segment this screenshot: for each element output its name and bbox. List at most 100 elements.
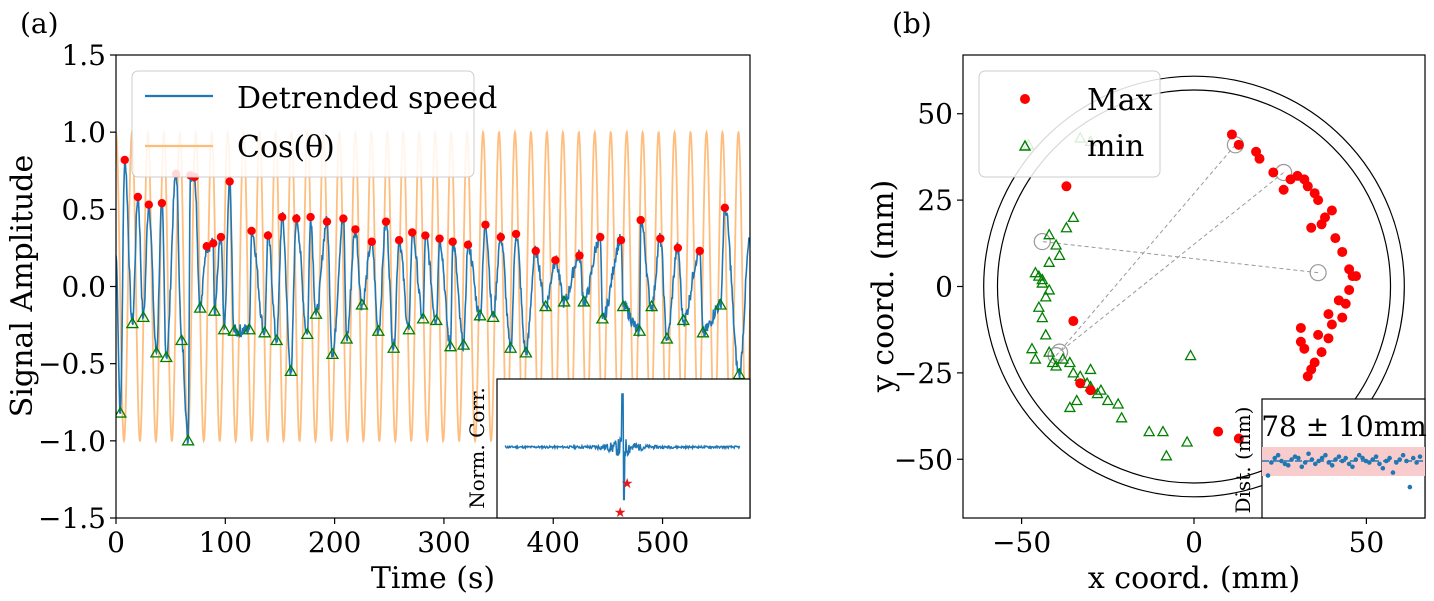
distance-point [1326,460,1332,465]
distance-point [1387,455,1392,461]
panel-a-label: (a) [20,7,59,40]
maximum-point [322,217,332,226]
correlation-star-marker: ★ [614,505,627,521]
max-point [1313,329,1324,340]
maximum-point [636,215,645,225]
distance-point [1383,458,1389,464]
x-tick-label-a: 300 [417,526,470,559]
y-axis-label-a: Signal Amplitude [5,155,40,418]
distance-point [1390,470,1396,475]
x-tick-label-b: 50 [1349,526,1385,559]
maximum-point [277,212,287,222]
y-tick-label-a: 1.5 [61,39,106,72]
max-point [1323,309,1334,320]
min-point [1053,249,1066,261]
legend-label-speed: Detrended speed [237,81,497,116]
maximum-point [247,226,256,236]
x-tick-label-a: 400 [527,526,580,559]
minimum-point [416,312,430,324]
y-tick-label-b: 0 [935,271,953,304]
min-point [1043,228,1056,240]
distance-point [1414,460,1419,465]
min-point [1143,425,1156,437]
max-point [1233,433,1244,444]
maximum-point [225,177,234,186]
min-point [1156,425,1170,437]
y-tick-label-a: −0.5 [38,348,106,381]
minimum-point [284,364,298,377]
maximum-point [496,232,505,242]
max-point [1213,426,1224,437]
pair-highlight-min [1033,232,1051,251]
distance-point [1343,455,1348,461]
max-point [1233,139,1244,150]
distance-point [1377,461,1382,467]
x-tick-label-a: 0 [107,526,125,559]
boundary-circle [983,75,1405,498]
maximum-point [339,214,348,223]
distance-point [1360,455,1365,461]
distance-point [1410,455,1416,461]
distance-point [1407,484,1413,490]
distance-point [1380,465,1386,471]
boundary-circles [983,75,1405,498]
maximum-point [656,234,665,243]
minimum-point [632,324,647,336]
minimum-point [644,299,659,312]
y-tick-label-a: −1.0 [38,425,106,458]
maximum-point [381,217,391,226]
distance-point [1306,451,1311,457]
min-point [1036,276,1049,288]
maximum-point [575,251,584,260]
distance-point [1356,452,1362,458]
min-point [1060,221,1073,233]
minimum-point [136,310,150,323]
minimum-point [227,324,241,336]
pair-highlight-max [1309,264,1327,282]
minimum-point [696,326,710,338]
minimum-point [616,299,630,312]
legend-label-cos: Cos(θ) [237,130,335,165]
min-point [1049,238,1063,250]
min-point [1049,359,1063,371]
distance-point [1346,461,1352,467]
cos-theta-series [116,129,750,444]
x-tick-label-a: 100 [199,526,252,559]
y-tick-label-a: 1.0 [61,116,106,149]
detrended-speed-line [116,159,750,445]
cos-theta-line [116,129,750,444]
maximum-point [720,203,730,212]
distance-point [1296,455,1301,461]
min-point [1070,394,1083,406]
min-point [1067,211,1080,223]
maximum-point [596,232,605,242]
distance-point [1397,457,1403,462]
legend-label-max: Max [1087,83,1153,118]
max-point [1295,336,1306,347]
max-point [1326,205,1337,216]
min-points [1022,131,1197,461]
max-point [1306,222,1317,233]
max-point [1085,385,1096,396]
minimum-point [371,324,385,336]
max-point [1316,347,1327,358]
distance-point [1289,457,1294,462]
min-point [1091,387,1104,399]
distance-point [1404,458,1409,464]
maximum-point [551,256,560,265]
y-tick-label-b: 25 [917,184,953,217]
min-point [1063,401,1076,413]
position-scatter-chart: −50 0 50 50 25 0 −25 −50 x coord. (mm) y coord.… [866,54,1427,596]
min-point [1043,345,1056,357]
y-tick-label-a: 0.0 [61,271,106,304]
max-point [1316,219,1327,230]
axis-ticks-b: −50 0 50 50 25 0 −25 −50 [894,98,1384,559]
min-point [1112,397,1125,409]
min-point [1029,352,1042,364]
x-axis-label-a: Time (s) [371,561,495,596]
min-point [1101,394,1114,406]
correlation-star-marker: ★ [621,476,634,492]
pair-link [1042,241,1319,274]
minimum-point [309,307,323,319]
minimum-point [242,322,256,335]
